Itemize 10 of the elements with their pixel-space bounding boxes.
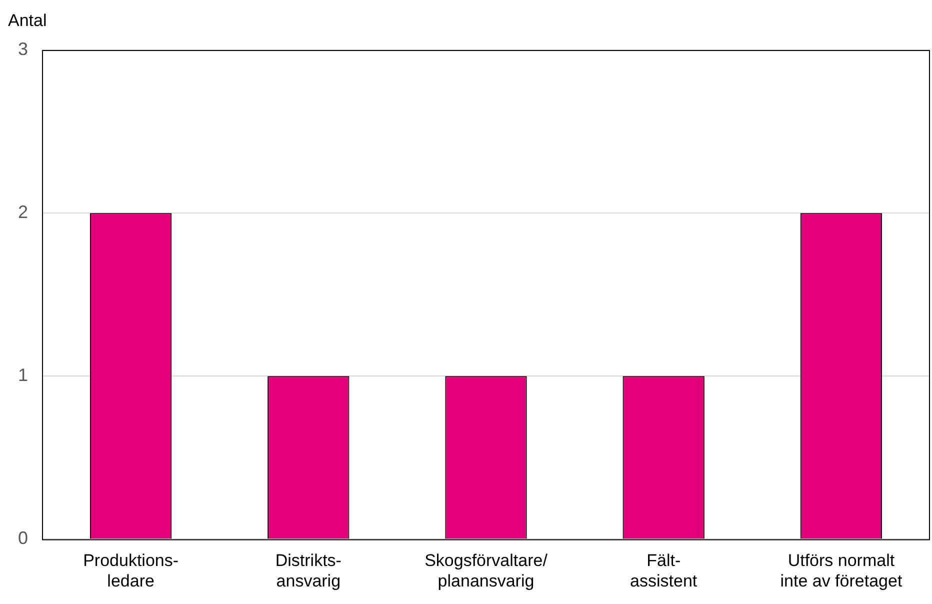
x-tick-label: Distrikts- ansvarig: [275, 551, 342, 590]
x-tick-label: Skogsförvaltare/ planansvarig: [424, 551, 548, 590]
y-tick-label: 2: [18, 202, 28, 222]
y-tick-label: 0: [18, 528, 28, 548]
x-tick-label: Utförs normalt inte av företaget: [780, 551, 902, 590]
y-axis-title: Antal: [8, 11, 47, 30]
y-tick-label: 3: [18, 38, 28, 59]
x-tick-label: Fält- assistent: [630, 551, 698, 590]
x-tick-label: Produktions- ledare: [83, 551, 179, 590]
y-tick-label: 1: [18, 365, 28, 386]
